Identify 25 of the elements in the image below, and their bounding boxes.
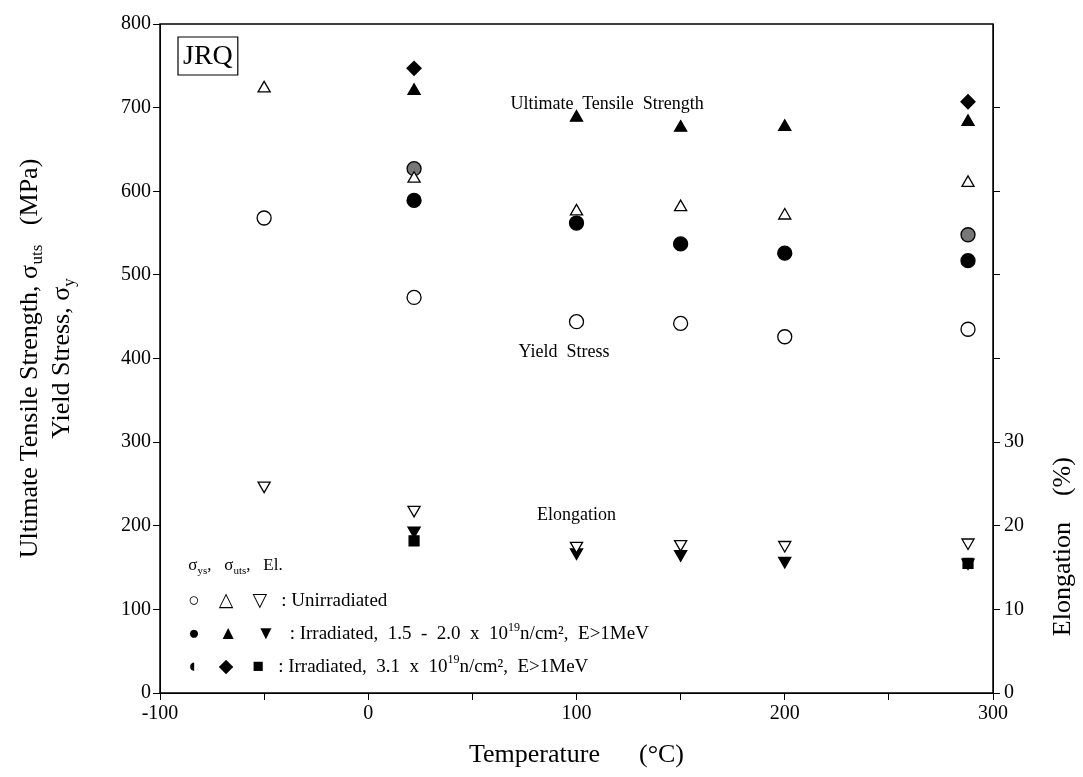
y-tick-label: 300 (121, 429, 151, 452)
y2-tick-label: 20 (1004, 513, 1024, 535)
x-tick-label: 0 (363, 701, 374, 724)
y-tick-label: 600 (121, 178, 151, 201)
x-tick-label: 300 (978, 701, 1008, 724)
x-tick-label: -100 (141, 701, 179, 724)
y2-axis-title: Elongation (%) (1046, 457, 1076, 637)
y-tick-label: 700 (121, 94, 151, 117)
y2-tick-label: 30 (1004, 429, 1024, 452)
y2-tick-label: 10 (1004, 596, 1024, 619)
y-tick-label: 0 (141, 680, 151, 703)
annotation: Elongation (537, 504, 617, 525)
y-tick-label: 800 (121, 11, 151, 34)
y-tick-label: 200 (121, 513, 151, 535)
x-tick-label: 200 (769, 701, 800, 724)
annotation: JRQ (183, 39, 233, 71)
y-tick-label: 100 (121, 596, 151, 619)
annotation: ○ △ ▽ : Unirradiated (188, 589, 388, 611)
x-tick-label: 100 (561, 701, 592, 724)
x-axis-title: Temperature (°C) (468, 738, 685, 768)
annotation: Yield Stress (518, 340, 610, 361)
y-tick-label: 400 (121, 345, 151, 368)
y-tick-label: 500 (121, 262, 151, 285)
y2-tick-label: 0 (1004, 680, 1014, 703)
annotation: Ultimate Tensile Strength (510, 93, 704, 114)
